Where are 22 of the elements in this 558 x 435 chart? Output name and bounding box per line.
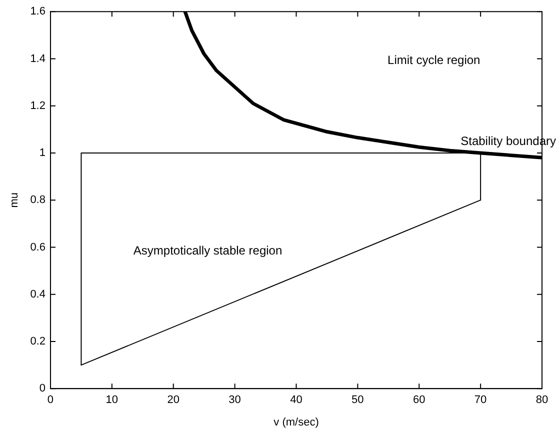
x-tick-label: 70 (474, 394, 487, 406)
x-tick-label: 30 (228, 394, 241, 406)
x-tick-label: 60 (413, 394, 426, 406)
y-tick-label: 1.2 (30, 100, 46, 112)
y-tick-label: 1.6 (30, 6, 46, 18)
y-tick-label: 1.4 (30, 52, 46, 65)
y-tick-label: 0.4 (30, 288, 46, 300)
x-axis-title: v (m/sec) (274, 416, 319, 428)
y-tick-label: 1 (39, 147, 46, 160)
x-tick-label: 10 (106, 394, 118, 406)
y-axis-title: mu (8, 192, 21, 208)
annotation: Asymptotically stable region (133, 243, 282, 258)
x-tick-label: 20 (167, 394, 180, 406)
x-tick-label: 50 (352, 394, 364, 406)
x-tick-label: 80 (536, 394, 548, 406)
y-tick-label: 0.6 (30, 241, 46, 254)
y-tick-label: 0.8 (30, 194, 46, 206)
y-tick-label: 0.2 (30, 336, 46, 348)
annotation: Limit cycle region (388, 52, 480, 67)
x-tick-label: 40 (290, 394, 302, 406)
y-tick-label: 0 (39, 382, 46, 395)
x-tick-label: 0 (47, 394, 54, 406)
